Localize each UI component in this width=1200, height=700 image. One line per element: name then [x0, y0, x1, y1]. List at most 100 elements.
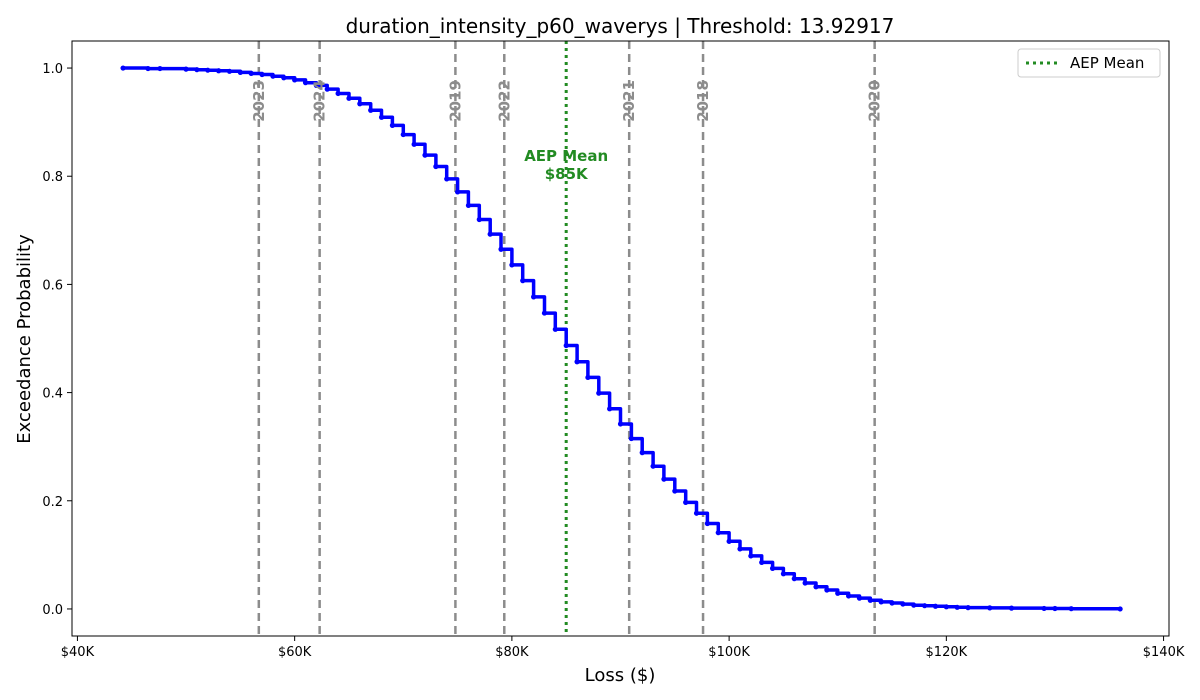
- data-point: [444, 176, 450, 182]
- data-point: [1068, 606, 1074, 612]
- data-point: [400, 131, 406, 138]
- data-point: [683, 499, 689, 505]
- data-point: [867, 597, 873, 603]
- data-point: [965, 605, 971, 611]
- data-point: [889, 600, 895, 606]
- data-point: [802, 580, 808, 586]
- data-point: [835, 590, 841, 596]
- data-point: [313, 82, 319, 88]
- data-point: [476, 216, 482, 223]
- x-axis-title: Loss ($): [585, 665, 656, 686]
- data-point: [574, 359, 580, 365]
- data-point: [292, 77, 298, 83]
- data-point: [531, 294, 537, 300]
- data-point: [932, 603, 939, 609]
- legend-box: [1017, 48, 1161, 78]
- data-point: [987, 605, 993, 611]
- data-point: [617, 421, 624, 427]
- data-point: [813, 584, 819, 590]
- data-point: [661, 476, 667, 482]
- aep-mean-label: AEP Mean: [524, 147, 608, 165]
- year-label-2022: 2022: [495, 80, 513, 122]
- data-point: [433, 163, 439, 170]
- data-point: [346, 95, 352, 101]
- plot-frame: [71, 40, 1170, 637]
- data-point: [248, 70, 254, 77]
- year-label-2021: 2021: [620, 80, 638, 122]
- year-label-2020: 2020: [866, 80, 884, 122]
- data-point: [454, 189, 461, 195]
- data-point: [552, 326, 558, 332]
- data-point: [780, 571, 787, 577]
- data-point: [509, 262, 515, 268]
- data-point: [878, 599, 884, 605]
- data-point: [335, 90, 341, 97]
- y-tick-label: 0.2: [42, 495, 63, 510]
- data-point: [900, 601, 906, 607]
- data-point: [748, 553, 754, 559]
- data-point: [302, 80, 309, 86]
- series-group: [120, 65, 1123, 612]
- data-point: [824, 587, 830, 593]
- year-label-2023: 2023: [250, 80, 268, 122]
- data-point: [693, 510, 700, 516]
- x-tick-label: $120K: [926, 645, 968, 660]
- x-tick-label: $60K: [278, 645, 312, 660]
- data-point: [541, 310, 548, 316]
- data-point: [704, 520, 710, 527]
- data-point: [922, 603, 928, 609]
- data-point: [389, 122, 396, 128]
- chart-title: duration_intensity_p60_waverys | Thresho…: [346, 14, 895, 38]
- data-point: [639, 450, 645, 456]
- data-point: [1052, 605, 1058, 612]
- data-point: [759, 559, 765, 566]
- y-tick-label: 0.0: [42, 603, 63, 618]
- data-point: [378, 114, 385, 120]
- data-point: [650, 463, 656, 469]
- data-point: [585, 374, 591, 381]
- data-point: [237, 69, 243, 75]
- data-point: [205, 67, 211, 73]
- data-point: [324, 86, 330, 92]
- year-label-2018: 2018: [694, 80, 712, 122]
- x-tick-label: $80K: [495, 645, 529, 660]
- data-point: [726, 538, 732, 544]
- legend: AEP Mean: [1017, 48, 1161, 78]
- data-point: [520, 278, 526, 284]
- data-point: [769, 565, 776, 571]
- y-tick-label: 0.8: [42, 170, 63, 185]
- data-point: [368, 107, 374, 113]
- data-point: [596, 390, 602, 396]
- x-tick-label: $140K: [1143, 645, 1185, 660]
- x-tick-label: $100K: [708, 645, 750, 660]
- data-point: [1008, 605, 1015, 611]
- data-point: [422, 152, 428, 158]
- aep-mean-value-label: $85K: [545, 165, 589, 183]
- data-point: [737, 546, 743, 552]
- data-point: [194, 67, 200, 73]
- y-tick-label: 0.6: [42, 278, 63, 293]
- data-point: [216, 68, 222, 74]
- data-point: [120, 65, 126, 71]
- data-point: [607, 406, 613, 412]
- series-line: [123, 66, 1122, 611]
- data-point: [226, 68, 233, 74]
- data-point: [411, 141, 417, 147]
- x-tick-label: $40K: [61, 645, 95, 660]
- data-point: [1041, 605, 1047, 612]
- data-point: [498, 246, 504, 252]
- y-tick-label: 1.0: [42, 62, 63, 77]
- y-axis-title: Exceedance Probability: [14, 234, 35, 444]
- y-tick-label: 0.4: [42, 387, 63, 402]
- data-point: [715, 530, 721, 536]
- year-label-2019: 2019: [446, 80, 464, 122]
- data-point: [157, 65, 163, 72]
- data-point: [357, 101, 363, 107]
- data-point: [911, 602, 917, 608]
- data-point: [954, 604, 960, 610]
- year-label-2024: 2024: [311, 80, 329, 122]
- data-point: [563, 342, 569, 349]
